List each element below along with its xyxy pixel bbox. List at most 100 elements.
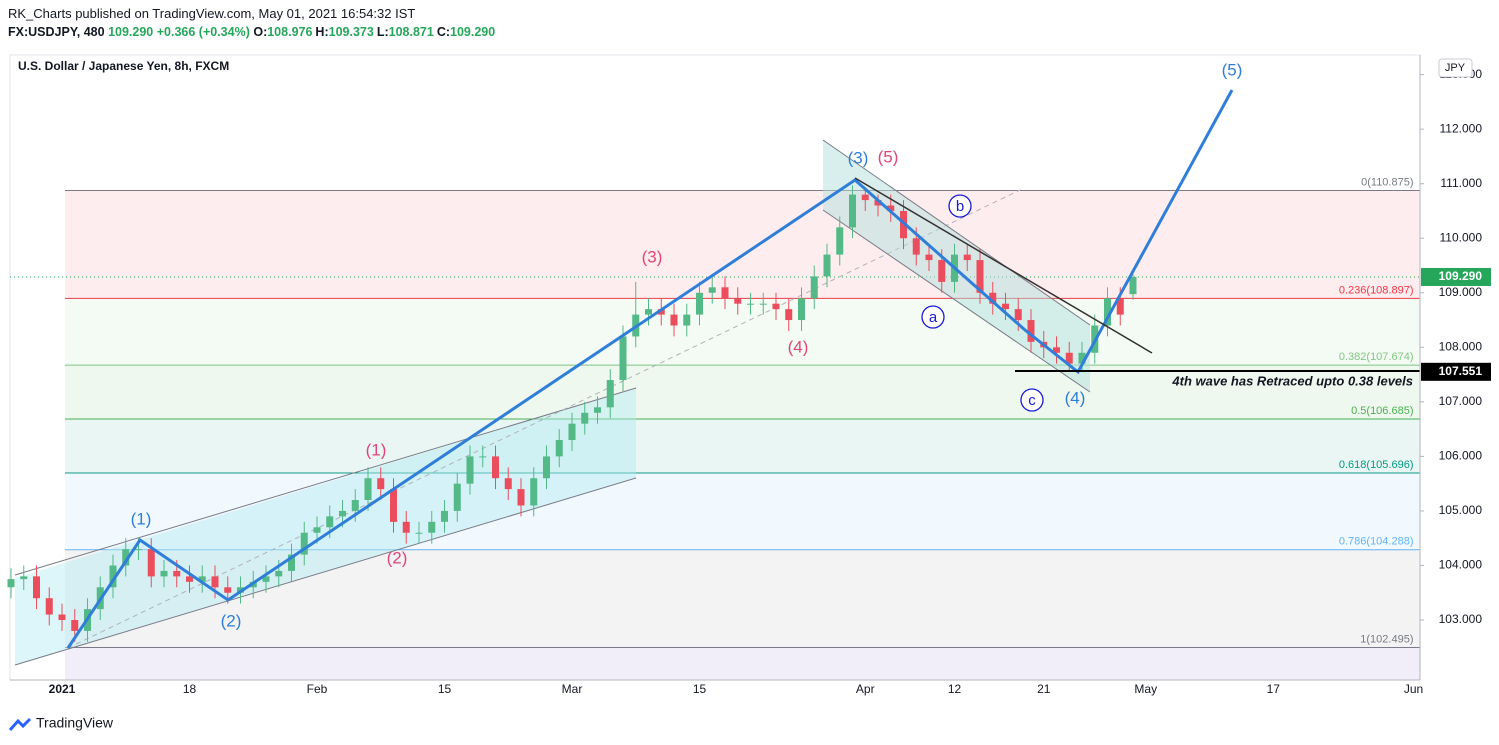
x-tick-label: May xyxy=(1134,682,1157,696)
ohlc-label: L: xyxy=(376,25,389,39)
candle-body xyxy=(912,238,920,255)
candle-body xyxy=(836,227,844,255)
candle-body xyxy=(683,314,691,326)
candle-body xyxy=(147,549,155,577)
publisher: RK_Charts published on TradingView.com, … xyxy=(8,6,416,21)
wave-label: (5) xyxy=(878,147,899,166)
fib-label: 0.618(105.696) xyxy=(1339,459,1414,471)
candle-body xyxy=(759,303,767,305)
x-tick-label: 15 xyxy=(693,682,707,696)
candle-body xyxy=(173,570,181,577)
candle-body xyxy=(440,510,449,522)
candle-body xyxy=(976,260,984,293)
y-tick-label: 103.000 xyxy=(1439,612,1483,626)
ohlc-value: 108.976 xyxy=(267,25,313,39)
price-badge-label: 109.290 xyxy=(1439,269,1483,283)
candle-body xyxy=(874,200,882,206)
y-tick-label: 107.000 xyxy=(1439,394,1483,408)
candle-body xyxy=(772,303,780,310)
candle-body xyxy=(1014,309,1022,321)
channel-line xyxy=(14,477,637,666)
candle-body xyxy=(275,570,283,577)
x-tick-label: 12 xyxy=(948,682,962,696)
symbol-line: FX:USDJPY, 480 109.290 +0.366 (+0.34%) O… xyxy=(8,23,498,42)
channel-line xyxy=(14,387,637,576)
candle-body xyxy=(823,254,831,277)
candle-body xyxy=(1103,298,1112,326)
currency: JPY xyxy=(1445,62,1466,74)
price-badge xyxy=(1421,362,1491,381)
wave-circle xyxy=(921,305,945,329)
ohlc-value: 109.373 xyxy=(328,25,374,39)
fib-band xyxy=(65,190,1420,299)
candle-body xyxy=(530,478,538,506)
candle-body xyxy=(785,309,793,321)
chart-title: U.S. Dollar / Japanese Yen, 8h, FXCM xyxy=(18,59,229,73)
candle-body xyxy=(963,254,971,261)
candle-body xyxy=(389,489,398,522)
fib-band xyxy=(65,298,1420,366)
fib-label: 0.236(108.897) xyxy=(1339,284,1414,296)
candle-body xyxy=(134,549,143,551)
x-tick-label: 15 xyxy=(438,682,452,696)
candle-body xyxy=(466,456,474,484)
callout: 4th wave has Retraced upto 0.38 levels xyxy=(1171,373,1413,388)
x-tick-label: 17 xyxy=(1267,682,1281,696)
wave-circle xyxy=(1020,388,1044,412)
candle-body xyxy=(593,407,602,413)
fib-label: 0.5(106.685) xyxy=(1351,405,1413,417)
wave-label: (2) xyxy=(387,548,408,567)
wave-label: (4) xyxy=(788,337,809,356)
ohlc-label: H: xyxy=(315,25,329,39)
candle-body xyxy=(746,303,755,305)
candle-body xyxy=(810,276,818,299)
x-tick-label: 18 xyxy=(183,682,197,696)
ohlc-label: O: xyxy=(253,25,268,39)
y-tick-label: 106.000 xyxy=(1439,449,1483,463)
candle-body xyxy=(160,570,168,577)
wave-label: b xyxy=(956,198,964,215)
candle-body xyxy=(198,576,206,582)
price: 109.290 xyxy=(108,25,154,39)
candle-body xyxy=(568,423,576,441)
candle-body xyxy=(542,456,551,479)
candle-body xyxy=(517,489,525,506)
candle-body xyxy=(670,314,678,326)
candle-body xyxy=(619,336,627,381)
y-tick-label: 112.000 xyxy=(1440,121,1483,135)
x-tick-label: Apr xyxy=(856,682,875,696)
fib-label: 0.786(104.288) xyxy=(1339,536,1414,548)
candle-body xyxy=(122,549,130,566)
fib-bands: 0(110.875) 0.236(108.897) 0.382(107.674) 0.… xyxy=(10,176,1420,680)
candle-body xyxy=(313,527,321,533)
candle-body xyxy=(695,292,704,315)
candle-body xyxy=(644,309,653,315)
candle-body xyxy=(287,554,296,571)
fib-band xyxy=(65,365,1420,420)
plot-area xyxy=(9,54,1421,681)
candle-body xyxy=(1116,298,1124,315)
fib-label: 0.382(107.674) xyxy=(1339,351,1414,363)
candle-body xyxy=(989,292,997,304)
candle-body xyxy=(109,565,117,588)
candle-body xyxy=(848,194,857,228)
y-tick-label: 110.000 xyxy=(1440,230,1483,244)
candle-body xyxy=(581,412,589,424)
candle-body xyxy=(45,598,53,615)
overlay: (1) (2) (1) (2) (3) (4) (3) (5) (4) (5) a b c xyxy=(66,60,1420,649)
candle-body xyxy=(326,516,334,528)
fib-band xyxy=(65,419,1420,473)
candle-body xyxy=(32,576,41,599)
x-tick-label: Jun xyxy=(1404,682,1423,696)
fib-band xyxy=(65,472,1420,550)
candle-body xyxy=(861,194,869,201)
candle-body xyxy=(402,521,410,533)
x-tick-label: Feb xyxy=(307,682,328,696)
fib-label: 0(110.875) xyxy=(1361,176,1413,188)
candle-body xyxy=(734,298,742,304)
change: +0.366 (+0.34%) xyxy=(156,25,250,39)
ohlc: O:108.976 H:109.373 L:108.871 C:109.290 xyxy=(253,25,498,39)
wave-label: (1) xyxy=(131,509,152,528)
candle-body xyxy=(491,456,500,479)
